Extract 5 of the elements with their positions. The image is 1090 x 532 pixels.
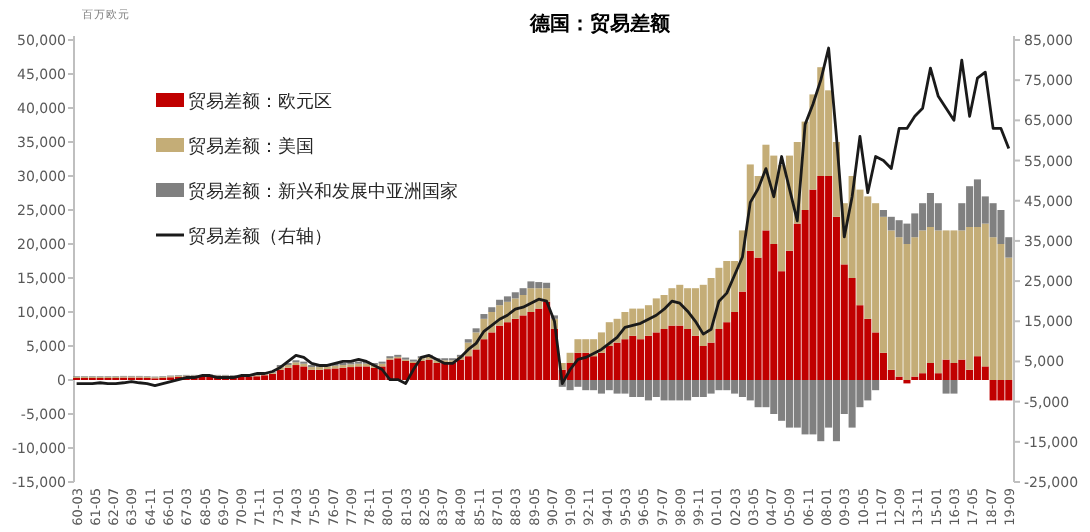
legend-label: 贸易差额：新兴和发展中亚洲国家	[188, 181, 458, 203]
legend-label: 贸易差额（右轴）	[188, 226, 332, 248]
chart-title: 德国：贸易差额	[528, 12, 672, 36]
legend-label: 贸易差额：美国	[188, 136, 314, 158]
legend-label: 贸易差额：欧元区	[188, 91, 332, 113]
